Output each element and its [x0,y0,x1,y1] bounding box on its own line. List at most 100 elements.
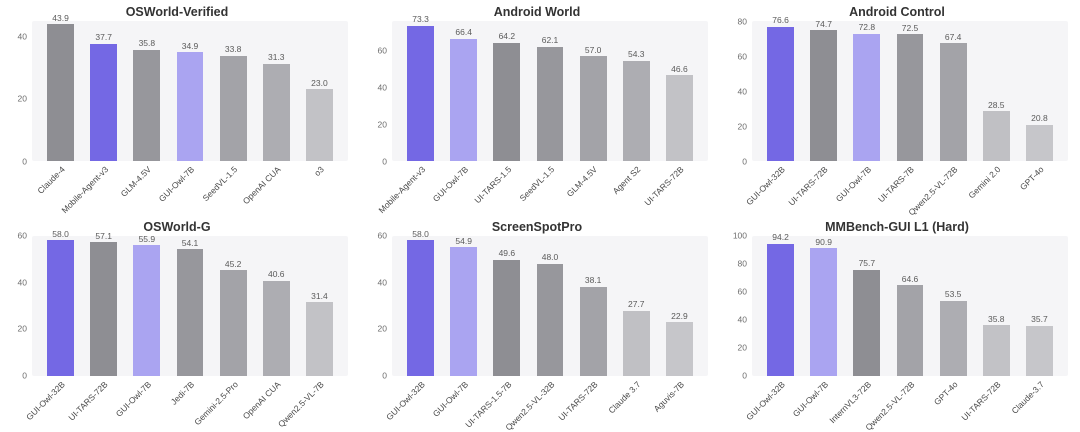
bar-value-label: 33.8 [224,44,242,55]
x-axis-labels: Mobile-Agent-v3 GUI-Owl-7B UI-TARS-1.5 Seed… [376,161,708,215]
bar-value-label: 35.8 [987,313,1005,324]
y-axis-tick-label: 20 [377,118,387,129]
bar-claude-4 [47,24,74,161]
x-label-slot: Mobile-Agent-v3 [376,161,442,215]
bar-slot: 58.0 [399,230,442,376]
plot-bars: 76.6 74.7 72.8 72.5 67.4 28.5 20.8 [752,16,1068,161]
y-axis-tick-label: 0 [742,155,747,166]
bar-slot: 58.0 [39,230,82,376]
bar-value-label: 31.4 [311,290,328,301]
chart-osworld-verified: OSWorld-Verified 0 20 40 43.9 37.7 35.8 34.9 3… [0,0,360,215]
x-label-slot: OpenAI CUA [241,161,298,215]
y-axis: 0 20 40 60 [6,231,32,379]
bar-ui-tars-72b [579,286,607,376]
bar-slot: 46.6 [658,21,701,161]
bar-slot: 27.7 [615,236,658,376]
bar-gui-owl-32b [407,240,434,376]
x-axis-category-label: GPT-4o [931,378,960,407]
bar-value-label: 74.7 [815,18,832,29]
bar-slot: 57.0 [572,21,615,161]
plot: 58.0 57.1 55.9 54.1 45.2 40.6 31.4 [32,230,348,376]
x-label-slot: Gemini-2.5-Pro [192,376,255,430]
bar-mobile-agent-v3 [90,43,118,161]
bar-ui-tars-72b [982,325,1010,376]
y-axis-tick-label: 20 [737,120,747,131]
bar-qwen2-5-vl-72b [896,285,924,376]
bar-claude-3-7 [1026,325,1053,376]
x-label-slot: Agent S2 [611,161,658,215]
bar-slot: 28.5 [975,21,1018,161]
plot-area: 0 20 40 60 80 100 94.2 90.9 75.7 64.6 53.5 35.8 35.… [726,231,1068,379]
bar-slot: 64.2 [485,21,528,161]
bar-slot: 48.0 [528,236,571,376]
x-axis-labels: Claude-4 Mobile-Agent-v3 GLM-4.5V GUI-Owl-7… [32,161,348,215]
plot-bars: 43.9 37.7 35.8 34.9 33.8 31.3 23.0 [32,14,348,161]
bar-value-label: 27.7 [627,299,645,310]
x-label-slot: GUI-Owl-7B [114,376,168,430]
bar-gui-owl-7b [450,38,478,161]
bar-slot: 31.3 [255,21,298,161]
bar-value-label: 54.1 [181,237,199,248]
bar-slot: 62.1 [528,21,571,161]
bar-value-label: 64.6 [901,273,919,284]
bar-value-label: 35.8 [138,38,156,49]
bar-slot: 22.9 [658,236,701,376]
plot: 58.0 54.9 49.6 48.0 38.1 27.7 22.9 [392,230,708,376]
bar-value-label: 45.2 [224,258,242,269]
chart-screenspotpro: ScreenSpotPro 0 20 40 60 58.0 54.9 49.6 48.0 38… [360,215,720,432]
bar-ui-tars-7b [896,34,924,161]
bar-gui-owl-7b [810,248,838,376]
bar-slot: 66.4 [442,21,485,161]
y-axis-tick-label: 40 [377,276,387,287]
x-label-slot: GUI-Owl-7B [157,161,211,215]
plot-area: 0 20 40 60 80 76.6 74.7 72.8 72.5 67.4 28.5 20.8 [726,16,1068,165]
plot-bars: 58.0 57.1 55.9 54.1 45.2 40.6 31.4 [32,230,348,376]
bar-ui-tars-1-5-7b [493,259,521,376]
bar-slot: 73.3 [399,15,442,161]
x-axis-category-label: GUI-Owl-32B [744,164,787,208]
bar-gui-owl-32b [767,26,794,161]
bar-gemini-2-0 [982,111,1010,161]
bar-gui-owl-32b [47,240,74,376]
bar-value-label: 20.8 [1031,113,1048,124]
bar-value-label: 38.1 [584,275,602,286]
x-label-slot: Qwen2.5-VL-72B [906,161,975,217]
bar-slot: 43.9 [39,14,82,161]
bar-value-label: 57.1 [95,230,112,241]
x-label-slot: Claude-3.7 [1009,376,1061,430]
x-axis: GUI-Owl-32B GUI-Owl-7B UI-TARS-1.5-7B Qwen2… [366,376,708,432]
x-axis: GUI-Owl-32B UI-TARS-72B GUI-Owl-7B UI-TARS-… [726,161,1068,217]
y-axis-tick-label: 40 [377,82,387,93]
bar-slot: 54.3 [615,21,658,161]
bar-qwen2-5-vl-72b [939,43,967,161]
x-axis-category-label: Jedi-7B [168,378,197,407]
y-axis-tick-label: 0 [382,155,387,166]
bar-agent-s2 [622,60,650,161]
bar-value-label: 58.0 [412,228,429,239]
bar-slot: 72.5 [888,21,931,161]
bar-value-label: 37.7 [95,32,112,43]
bar-value-label: 54.3 [627,49,645,60]
y-axis-tick-label: 60 [737,286,747,297]
plot-area: 0 20 40 60 58.0 57.1 55.9 54.1 45.2 40.6 31.4 [6,230,348,379]
x-label-slot: GUI-Owl-32B [744,376,802,430]
bar-value-label: 72.5 [901,22,919,33]
y-axis-spacer [726,376,752,430]
bar-value-label: 48.0 [541,252,559,262]
y-axis-tick-label: 0 [22,370,27,381]
y-axis-tick-label: 20 [17,93,27,104]
bar-slot: 74.7 [802,18,845,161]
bar-slot: 23.0 [298,21,341,161]
x-label-slot: UI-TARS-72B [556,376,615,430]
x-label-slot: UI-TARS-1.5 [472,161,528,215]
x-label-slot: Mobile-Agent-v3 [59,161,125,215]
bar-internvl3-72b [853,269,881,376]
bar-value-label: 76.6 [772,15,789,26]
x-label-slot: Qwen2.5-VL-7B [276,376,341,430]
bar-value-label: 35.7 [1031,314,1048,325]
bar-openai-cua [262,280,290,376]
x-label-slot: GLM-4.5V [119,161,168,215]
bar-slot: 37.7 [82,21,125,161]
bar-slot: 49.6 [485,236,528,376]
